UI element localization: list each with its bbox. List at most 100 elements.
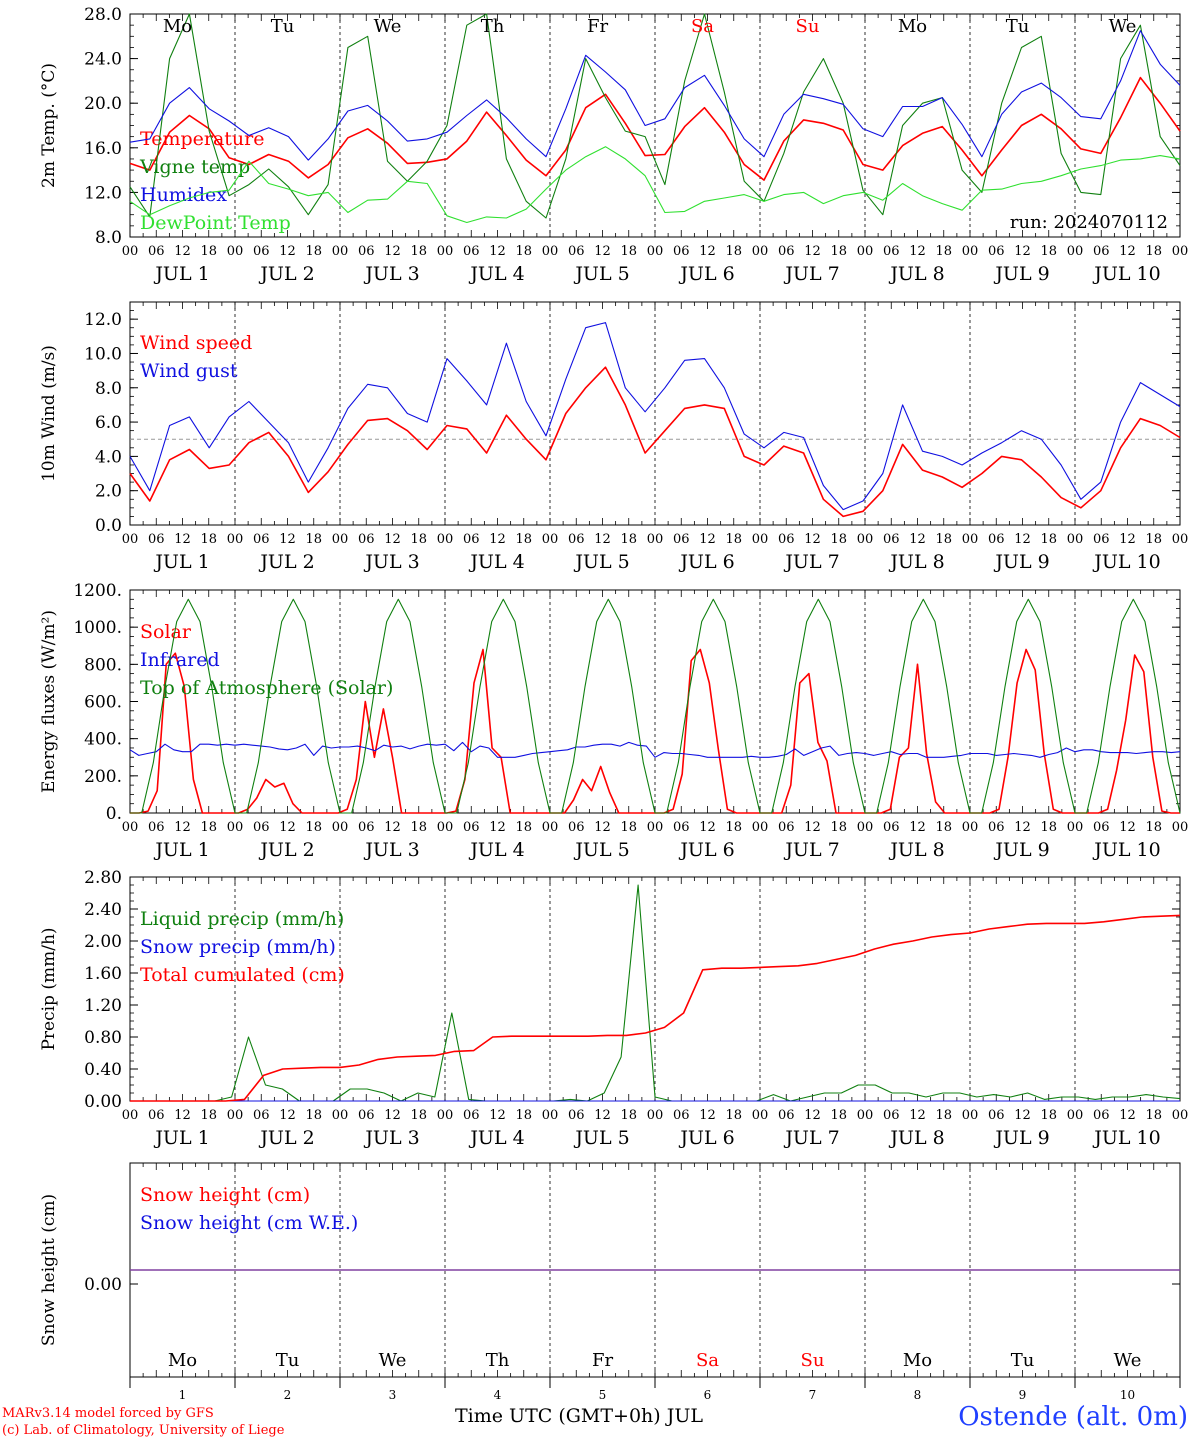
x-date-label: JUL 7 xyxy=(783,551,839,573)
x-hour-label: 06 xyxy=(253,820,270,835)
x-hour-label: 00 xyxy=(437,532,454,547)
x-date-label: JUL 4 xyxy=(468,551,524,573)
x-hour-label: 06 xyxy=(358,532,375,547)
x-hour-label: 06 xyxy=(883,244,900,259)
x-hour-label: 12 xyxy=(909,1108,926,1123)
x-hour-label: 12 xyxy=(804,1108,821,1123)
x-hour-label: 00 xyxy=(647,532,664,547)
lab-credit: (c) Lab. of Climatology, University of L… xyxy=(2,1423,285,1438)
y-tick-label: 0.80 xyxy=(84,1028,122,1048)
x-date-label: JUL 1 xyxy=(153,263,209,285)
x-hour-label: 00 xyxy=(542,532,559,547)
x-hour-label: 18 xyxy=(1145,244,1162,259)
x-date-label: JUL 10 xyxy=(1092,1127,1160,1149)
x-hour-label: 12 xyxy=(594,820,611,835)
x-date-label: JUL 4 xyxy=(468,839,524,861)
x-hour-label: 00 xyxy=(1172,1108,1189,1123)
bottom-day-number: 10 xyxy=(1120,1388,1135,1402)
x-date-label: JUL 4 xyxy=(468,263,524,285)
x-hour-label: 00 xyxy=(332,1108,349,1123)
weekday-label: Su xyxy=(796,16,820,37)
x-hour-label: 00 xyxy=(227,820,244,835)
y-tick-label: 28.0 xyxy=(84,5,122,25)
x-hour-label: 12 xyxy=(804,820,821,835)
x-hour-label: 18 xyxy=(830,820,847,835)
legend-entry: Top of Atmosphere (Solar) xyxy=(140,677,393,699)
x-hour-label: 06 xyxy=(1093,1108,1110,1123)
x-hour-label: 18 xyxy=(1145,820,1162,835)
x-hour-label: 00 xyxy=(962,1108,979,1123)
model-credit: MARv3.14 model forced by GFS xyxy=(2,1406,214,1421)
x-hour-label: 00 xyxy=(227,532,244,547)
x-hour-label: 00 xyxy=(227,1108,244,1123)
x-hour-label: 00 xyxy=(857,244,874,259)
x-hour-label: 06 xyxy=(463,1108,480,1123)
x-date-label: JUL 8 xyxy=(888,839,944,861)
x-date-label: JUL 4 xyxy=(468,1127,524,1149)
y-tick-label: 4.0 xyxy=(95,447,122,467)
bottom-day-number: 9 xyxy=(1019,1388,1027,1402)
weekday-label: Mo xyxy=(163,16,192,37)
bottom-day-number: 6 xyxy=(704,1388,712,1402)
x-hour-label: 12 xyxy=(1014,532,1031,547)
x-date-label: JUL 1 xyxy=(153,551,209,573)
x-hour-label: 06 xyxy=(568,244,585,259)
legend-entry: Humidex xyxy=(140,184,227,206)
x-hour-label: 00 xyxy=(1067,244,1084,259)
x-hour-label: 06 xyxy=(148,1108,165,1123)
x-hour-label: 06 xyxy=(883,532,900,547)
x-hour-label: 18 xyxy=(200,820,217,835)
x-hour-label: 00 xyxy=(752,244,769,259)
x-hour-label: 06 xyxy=(253,244,270,259)
x-hour-label: 12 xyxy=(384,244,401,259)
x-hour-label: 00 xyxy=(122,244,139,259)
bottom-weekday-label: We xyxy=(1114,1350,1142,1371)
y-tick-label: 800. xyxy=(84,655,122,675)
x-hour-label: 00 xyxy=(647,1108,664,1123)
x-hour-label: 06 xyxy=(988,244,1005,259)
y-tick-label: 12.0 xyxy=(84,310,122,330)
x-hour-label: 00 xyxy=(542,244,559,259)
x-hour-label: 00 xyxy=(1067,1108,1084,1123)
x-hour-label: 00 xyxy=(1067,532,1084,547)
weekday-label: Fr xyxy=(587,16,608,37)
weekday-label: Sa xyxy=(691,16,714,37)
series-line-wind-gust xyxy=(129,322,1181,511)
x-date-label: JUL 10 xyxy=(1092,263,1160,285)
x-date-label: JUL 6 xyxy=(678,1127,734,1149)
x-date-label: JUL 3 xyxy=(363,263,419,285)
bottom-weekday-label: Tu xyxy=(1011,1350,1035,1371)
x-hour-label: 18 xyxy=(725,1108,742,1123)
x-hour-label: 00 xyxy=(437,244,454,259)
x-hour-label: 18 xyxy=(620,1108,637,1123)
bottom-weekday-label: Tu xyxy=(276,1350,300,1371)
x-hour-label: 06 xyxy=(778,820,795,835)
x-hour-label: 06 xyxy=(778,1108,795,1123)
x-hour-label: 18 xyxy=(935,244,952,259)
x-hour-label: 00 xyxy=(437,820,454,835)
x-hour-label: 18 xyxy=(305,532,322,547)
x-hour-label: 12 xyxy=(699,1108,716,1123)
bottom-weekday-label: Su xyxy=(801,1350,825,1371)
x-hour-label: 18 xyxy=(410,244,427,259)
x-hour-label: 00 xyxy=(542,1108,559,1123)
weekday-label: Th xyxy=(481,16,505,37)
y-axis-label: 2m Temp. (°C) xyxy=(39,63,59,188)
x-hour-label: 00 xyxy=(332,532,349,547)
y-tick-label: 400. xyxy=(84,730,122,750)
x-hour-label: 00 xyxy=(752,532,769,547)
legend-entry: Snow height (cm) xyxy=(140,1184,310,1206)
x-date-label: JUL 5 xyxy=(573,839,629,861)
y-tick-label: 2.80 xyxy=(84,868,122,888)
x-hour-label: 06 xyxy=(1093,244,1110,259)
x-hour-label: 12 xyxy=(489,244,506,259)
x-hour-label: 00 xyxy=(332,820,349,835)
x-hour-label: 12 xyxy=(909,532,926,547)
y-tick-label: 12.0 xyxy=(84,183,122,203)
x-hour-label: 18 xyxy=(620,820,637,835)
x-hour-label: 00 xyxy=(962,532,979,547)
x-hour-label: 00 xyxy=(647,820,664,835)
x-hour-label: 12 xyxy=(279,244,296,259)
y-tick-label: 0.0 xyxy=(95,516,122,536)
x-hour-label: 12 xyxy=(909,244,926,259)
